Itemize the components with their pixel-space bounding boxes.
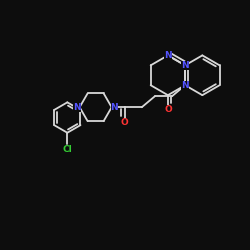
Text: N: N — [110, 103, 118, 112]
Text: N: N — [181, 81, 189, 90]
Text: N: N — [164, 51, 172, 60]
Text: N: N — [181, 61, 189, 70]
Text: O: O — [164, 105, 172, 114]
Text: O: O — [121, 118, 128, 127]
Text: N: N — [73, 103, 81, 112]
Text: Cl: Cl — [62, 145, 72, 154]
